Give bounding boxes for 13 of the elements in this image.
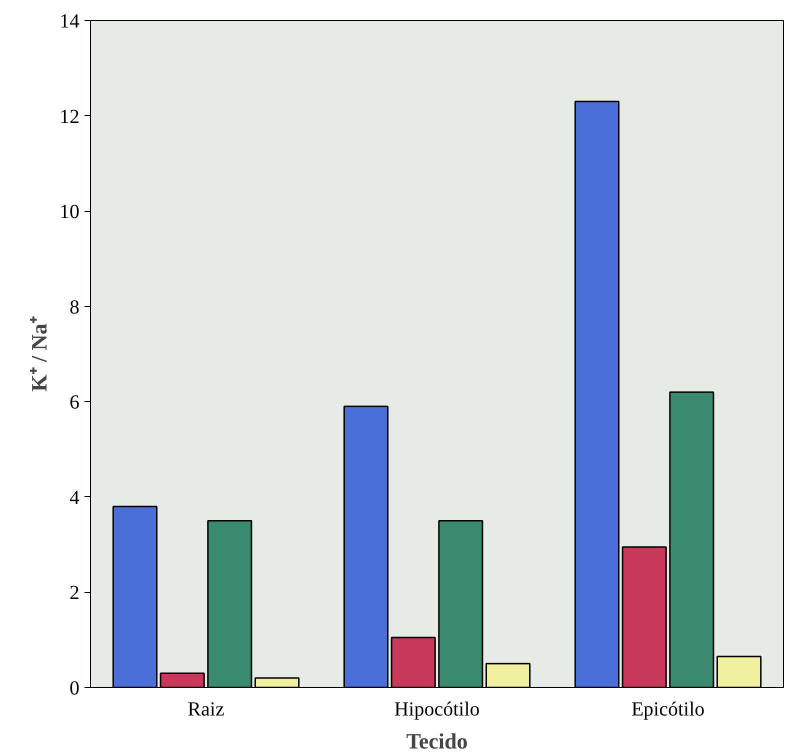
y-tick-label: 0 <box>70 678 80 700</box>
x-tick-label: Epicótilo <box>631 698 705 720</box>
y-axis-title: K⁺ / Na⁺ <box>26 315 52 392</box>
y-tick-label: 8 <box>70 296 80 318</box>
x-tick-label: Raiz <box>188 698 224 720</box>
x-tick-label: Hipocótilo <box>394 698 480 720</box>
y-tick-label: 14 <box>60 10 80 32</box>
y-tick-label: 10 <box>60 201 80 224</box>
y-tick-label: 12 <box>60 106 80 128</box>
x-axis-title: Tecido <box>406 728 468 754</box>
y-tick-label: 6 <box>70 392 80 414</box>
y-tick-label: 2 <box>70 582 80 604</box>
y-tick-label: 4 <box>70 486 80 509</box>
